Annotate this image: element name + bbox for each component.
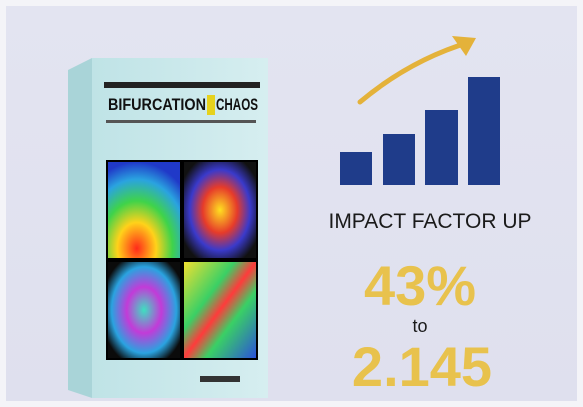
headline: IMPACT FACTOR UP: [328, 210, 531, 233]
increase: 43%: [364, 254, 476, 317]
cover-subtitle-line: [106, 120, 256, 123]
icon-bar: [340, 152, 372, 185]
icon-bar: [383, 134, 415, 185]
book-spine: [68, 58, 92, 398]
promo-graphic: BIFURCATION CHAOS IMPACT FACTOR UP 43% t…: [0, 0, 583, 407]
book: BIFURCATION CHAOS: [68, 58, 268, 398]
cover-accent: [207, 95, 215, 115]
icon-bar: [425, 110, 458, 185]
impact-factor: 2.145: [352, 335, 492, 398]
cover-band: [104, 82, 260, 88]
publisher-logo: [200, 376, 240, 382]
page: BIFURCATION CHAOS IMPACT FACTOR UP 43% t…: [0, 0, 583, 407]
book-title: BIFURCATION: [108, 95, 206, 114]
icon-bar: [468, 77, 500, 185]
connector: to: [412, 316, 427, 336]
cover-plot: [108, 262, 180, 358]
cover-plot: [184, 162, 256, 258]
cover-plot: [108, 162, 180, 258]
book-title: CHAOS: [216, 95, 258, 114]
cover-plot: [184, 262, 256, 358]
